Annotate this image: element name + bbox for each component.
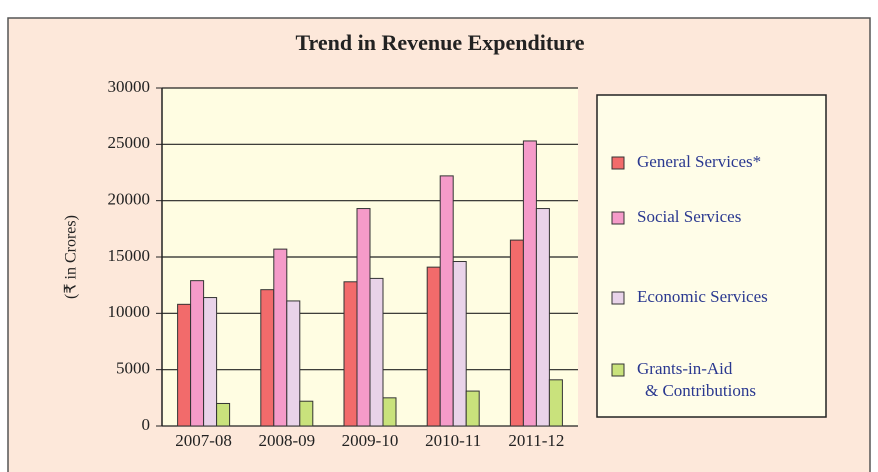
legend-label: Grants-in-Aid & Contributions xyxy=(637,359,756,400)
legend-label: Economic Services xyxy=(637,287,768,306)
bar xyxy=(190,280,205,427)
legend-label: General Services* xyxy=(637,152,761,171)
x-tick-label: 2008-09 xyxy=(258,431,315,450)
x-tick-label: 2010-11 xyxy=(425,431,481,450)
bar xyxy=(382,397,397,427)
bar xyxy=(216,402,231,427)
bar xyxy=(356,208,371,427)
bar xyxy=(452,261,467,427)
y-tick-label: 5000 xyxy=(116,359,150,378)
chart-title: Trend in Revenue Expenditure xyxy=(295,30,584,55)
bar xyxy=(286,300,301,427)
bar xyxy=(369,277,384,427)
legend-swatch xyxy=(611,156,625,170)
legend-label: Social Services xyxy=(637,207,741,226)
bar xyxy=(177,303,192,427)
legend-swatch xyxy=(611,291,625,305)
bar xyxy=(260,289,275,427)
bar xyxy=(426,266,441,427)
bar xyxy=(439,175,454,427)
bar xyxy=(548,379,563,427)
bar xyxy=(465,390,480,427)
bar xyxy=(535,208,550,427)
legend-box xyxy=(596,94,827,418)
y-tick-label: 25000 xyxy=(108,133,151,152)
bar xyxy=(509,239,524,427)
y-tick-label: 10000 xyxy=(108,302,151,321)
legend-swatch xyxy=(611,211,625,225)
y-axis-label: (₹ in Crores) xyxy=(63,215,80,299)
x-tick-label: 2009-10 xyxy=(342,431,399,450)
x-tick-label: 2007-08 xyxy=(175,431,232,450)
bar xyxy=(299,400,314,427)
x-tick-label: 2011-12 xyxy=(508,431,564,450)
y-tick-label: 30000 xyxy=(108,77,151,96)
y-tick-label: 20000 xyxy=(108,190,151,209)
bar xyxy=(522,140,537,427)
y-tick-label: 0 xyxy=(142,415,151,434)
bar xyxy=(343,281,358,427)
legend-label-line: Grants-in-Aid xyxy=(637,359,733,378)
bar xyxy=(203,297,218,427)
bar xyxy=(273,248,288,427)
legend-swatch xyxy=(611,363,625,377)
legend-label-line: & Contributions xyxy=(645,381,756,400)
y-tick-label: 15000 xyxy=(108,246,151,265)
